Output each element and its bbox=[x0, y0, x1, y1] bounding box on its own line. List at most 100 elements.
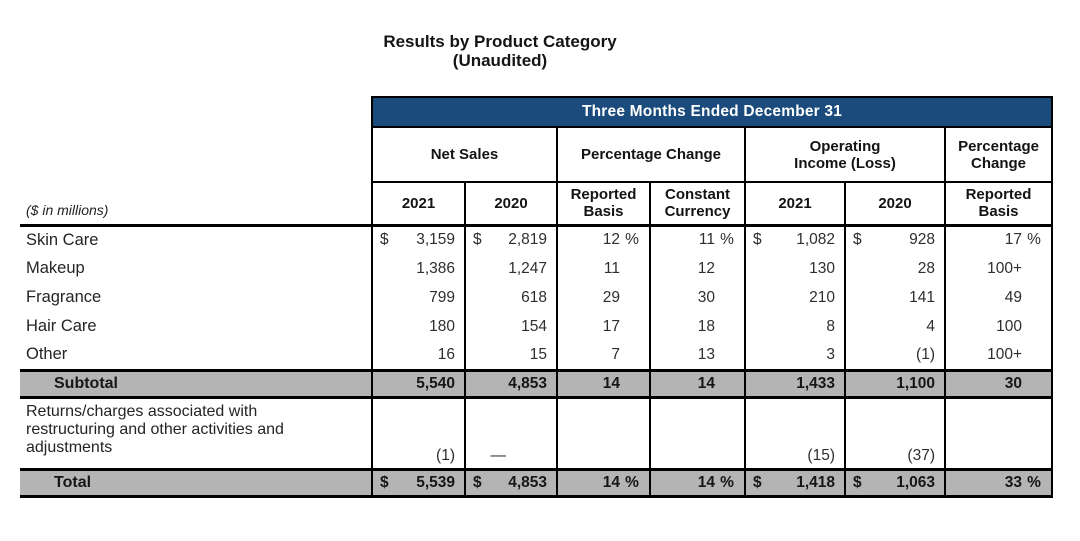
net-sales-2021-cell: 16 bbox=[371, 341, 465, 370]
net-sales-2020-cell: 1,247 bbox=[464, 254, 557, 283]
constant-currency-header: Constant Currency bbox=[649, 182, 745, 227]
cell-value: 141 bbox=[909, 288, 935, 306]
net-sales-2021-cell: 180 bbox=[371, 312, 465, 341]
net-sales-2021-cell: 1,386 bbox=[371, 254, 465, 283]
cell-value: 928 bbox=[909, 231, 935, 249]
currency-symbol: $ bbox=[380, 231, 389, 249]
net-sales-2020-cell: 4,853 bbox=[464, 368, 557, 399]
currency-symbol: $ bbox=[853, 231, 862, 249]
results-table: Three Months Ended December 31 Net Sales… bbox=[20, 96, 1054, 498]
page-title: Results by Product Category bbox=[383, 32, 617, 51]
banner-row: Three Months Ended December 31 bbox=[20, 96, 1054, 128]
percent-suffix: % bbox=[1027, 231, 1041, 249]
oi-2020-cell: 141 bbox=[844, 283, 945, 312]
percent-suffix: % bbox=[720, 231, 734, 249]
oi-2020-cell: (37) bbox=[844, 397, 945, 469]
cell-value: 18 bbox=[697, 317, 715, 335]
cell-value: 11 bbox=[603, 259, 620, 277]
cell-value: 14 bbox=[697, 374, 715, 392]
cell-value: 130 bbox=[809, 259, 835, 277]
oi-2021-cell: 3 bbox=[744, 341, 845, 370]
net-sales-2021-cell: $5,539 bbox=[371, 467, 465, 498]
cell-value: (15) bbox=[807, 446, 835, 464]
cell-value: 3,159 bbox=[416, 231, 455, 249]
document-title: Results by Product Category (Unaudited) bbox=[0, 32, 1000, 70]
row-fragrance: Fragrance 799 618 29 30 210 141 49 bbox=[20, 283, 1054, 312]
net-sales-2021-cell: 799 bbox=[371, 283, 465, 312]
cell-value: (1) bbox=[436, 446, 455, 464]
cell-value: 3 bbox=[826, 345, 835, 363]
cell-value: 1,418 bbox=[796, 473, 835, 491]
net-sales-2020-cell: 15 bbox=[464, 341, 557, 370]
net-sales-2020-cell: 618 bbox=[464, 283, 557, 312]
cell-value: 49 bbox=[1004, 288, 1023, 306]
constant-currency-cell: 14% bbox=[649, 467, 745, 498]
currency-symbol: $ bbox=[853, 473, 862, 491]
currency-symbol: $ bbox=[753, 473, 762, 491]
operating-income-group-header: Operating Income (Loss) bbox=[744, 127, 945, 183]
ns-2021-header: 2021 bbox=[371, 182, 465, 227]
oi-2020-cell: (1) bbox=[844, 341, 945, 370]
reported-basis-cell: 14% bbox=[556, 467, 650, 498]
category-label: Hair Care bbox=[26, 317, 97, 335]
pct-change-cell: 17% bbox=[943, 225, 1054, 254]
oi-2021-cell: (15) bbox=[744, 397, 845, 469]
cell-value: 12 bbox=[697, 259, 715, 277]
cell-value: 30 bbox=[697, 288, 715, 306]
net-sales-2020-cell: 154 bbox=[464, 312, 557, 341]
reported-basis-header: Reported Basis bbox=[556, 182, 650, 227]
row-total: Total $5,539 $4,853 14% 14% $1,418 $1,06… bbox=[20, 467, 1054, 498]
cell-value: 100+ bbox=[987, 345, 1023, 363]
row-subtotal: Subtotal 5,540 4,853 14 14 1,433 1,100 3… bbox=[20, 368, 1054, 399]
cell-value: 1,100 bbox=[896, 374, 935, 392]
cell-value: 4,853 bbox=[508, 374, 547, 392]
reported-basis-cell: 17 bbox=[556, 312, 650, 341]
oi-2021-cell: $1,418 bbox=[744, 467, 845, 498]
row-skin-care: Skin Care $3,159 $2,819 12% 11% $1,082 $… bbox=[20, 225, 1054, 254]
pct-change-cell: 30 bbox=[943, 368, 1054, 399]
group-header-row: Net Sales Percentage Change Operating In… bbox=[20, 127, 1054, 183]
pct-change-group-header: Percentage Change bbox=[556, 127, 745, 183]
net-sales-2020-cell: $4,853 bbox=[464, 467, 557, 498]
cell-value: 7 bbox=[611, 345, 620, 363]
row-hair-care: Hair Care 180 154 17 18 8 4 100 bbox=[20, 312, 1054, 341]
oi-2020-cell: 28 bbox=[844, 254, 945, 283]
currency-symbol: $ bbox=[473, 231, 482, 249]
cell-value: 12 bbox=[602, 231, 620, 249]
spacer-cell bbox=[20, 127, 372, 182]
cell-value: 28 bbox=[917, 259, 935, 277]
category-label: Fragrance bbox=[26, 288, 102, 306]
constant-currency-cell: 11% bbox=[649, 225, 745, 254]
oi-2020-header: 2020 bbox=[844, 182, 945, 227]
category-label: Makeup bbox=[26, 259, 85, 277]
net-sales-2021-cell: $3,159 bbox=[371, 225, 465, 254]
cell-value: 8 bbox=[826, 317, 835, 335]
cell-value: (37) bbox=[907, 446, 935, 464]
cell-value: 210 bbox=[809, 288, 835, 306]
net-sales-group-header: Net Sales bbox=[371, 127, 557, 183]
total-label: Total bbox=[20, 467, 372, 498]
net-sales-2020-cell: — bbox=[464, 397, 557, 469]
constant-currency-cell bbox=[649, 397, 745, 469]
oi-2021-cell: 210 bbox=[744, 283, 845, 312]
oi-2020-cell: 1,100 bbox=[844, 368, 945, 399]
net-sales-2021-cell: 5,540 bbox=[371, 368, 465, 399]
reported-basis-right-header: Reported Basis bbox=[943, 182, 1054, 227]
constant-currency-cell: 14 bbox=[649, 368, 745, 399]
net-sales-2021-cell: (1) bbox=[371, 397, 465, 469]
reported-basis-cell: 12% bbox=[556, 225, 650, 254]
pct-change-cell: 100+ bbox=[943, 254, 1054, 283]
cell-value: 14 bbox=[602, 374, 620, 392]
reported-basis-cell: 14 bbox=[556, 368, 650, 399]
cell-value: 29 bbox=[602, 288, 620, 306]
constant-currency-cell: 30 bbox=[649, 283, 745, 312]
units-note: ($ in millions) bbox=[20, 182, 372, 227]
percent-suffix: % bbox=[720, 473, 734, 491]
cell-value: 5,539 bbox=[416, 473, 455, 491]
cell-value: 16 bbox=[437, 345, 455, 363]
cell-value: 14 bbox=[602, 473, 620, 491]
oi-2021-cell: 130 bbox=[744, 254, 845, 283]
percent-suffix: % bbox=[1027, 473, 1041, 491]
cell-value: 4,853 bbox=[508, 473, 547, 491]
subtotal-label: Subtotal bbox=[20, 368, 372, 399]
